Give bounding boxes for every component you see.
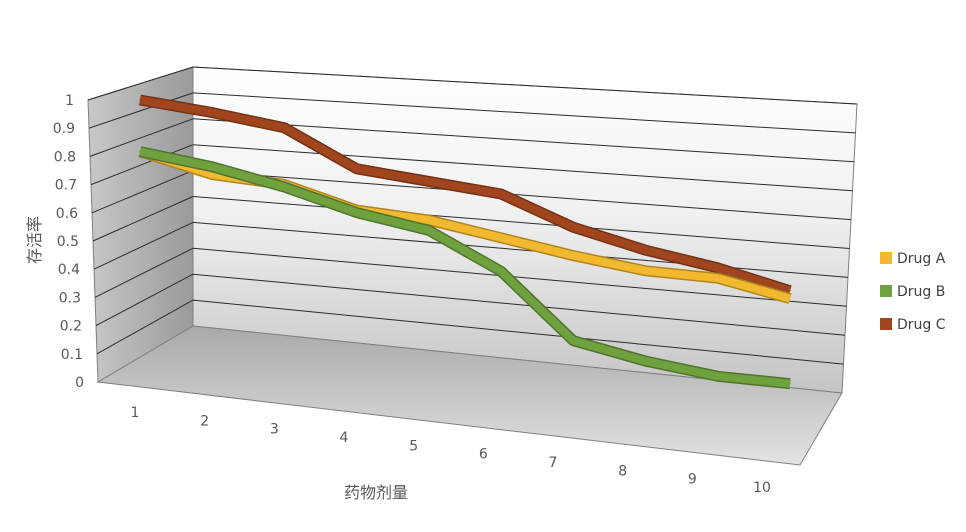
legend-item: Drug A <box>880 251 946 267</box>
series-line <box>139 147 791 388</box>
y-tick-label: 0.4 <box>58 262 80 278</box>
series-drug-b <box>138 146 791 390</box>
y-tick-label: 0.1 <box>61 347 83 363</box>
gridline <box>192 118 855 163</box>
side-gridline <box>96 299 194 355</box>
y-tick-label: 0.2 <box>60 319 82 335</box>
data-point <box>283 186 285 188</box>
gridline <box>192 144 853 192</box>
gridline <box>192 221 849 278</box>
side-gridline <box>88 92 194 129</box>
side-gridline <box>93 221 194 270</box>
side-gridline <box>92 196 194 242</box>
side-gridline <box>91 170 194 214</box>
gridline <box>192 273 846 336</box>
chart-walls <box>87 66 858 466</box>
x-tick-label: 6 <box>479 447 488 463</box>
gridline <box>192 92 856 134</box>
gridlines <box>87 66 858 365</box>
data-point <box>717 277 719 279</box>
gridline <box>192 196 850 249</box>
gridline <box>192 170 852 221</box>
data-point <box>645 249 647 251</box>
x-tick-label: 5 <box>409 438 418 454</box>
x-axis-title: 药物剂量 <box>344 483 408 502</box>
legend-item: Drug C <box>880 317 946 333</box>
legend-swatch <box>880 318 892 330</box>
side-gridline <box>90 144 194 186</box>
legend-label: Drug A <box>897 251 946 267</box>
y-tick-label: 0.5 <box>57 234 79 250</box>
y-tick-label: 0.7 <box>55 178 77 194</box>
side-gridline <box>95 273 194 327</box>
chart-floor <box>96 325 843 466</box>
y-axis-ticks: 0 0.1 0.2 0.3 0.4 0.5 0.6 0.7 0.8 0.9 1 <box>53 93 84 391</box>
x-tick-label: 1 <box>131 405 140 421</box>
data-point <box>500 270 502 272</box>
legend-label: Drug C <box>897 317 946 333</box>
y-tick-label: 0.9 <box>53 121 75 137</box>
data-point <box>211 173 213 176</box>
series-line <box>139 96 792 295</box>
data-point <box>789 298 791 300</box>
x-tick-label: 8 <box>618 463 627 479</box>
data-point <box>572 226 574 228</box>
data-point <box>645 360 647 362</box>
data-point <box>717 267 719 269</box>
x-tick-label: 2 <box>200 413 209 429</box>
x-tick-label: 9 <box>688 472 697 488</box>
data-point <box>356 168 358 170</box>
side-gridline <box>87 66 194 101</box>
y-tick-label: 0.3 <box>59 290 81 306</box>
data-point <box>283 127 285 129</box>
data-point <box>356 212 358 214</box>
data-point <box>139 99 141 101</box>
data-point <box>428 229 430 231</box>
side-gridline <box>89 118 194 157</box>
gridline <box>192 247 847 307</box>
legend-label: Drug B <box>897 284 945 300</box>
data-point <box>428 180 430 182</box>
data-point <box>572 255 574 257</box>
x-tick-label: 7 <box>549 455 558 471</box>
y-axis-title: 存活率 <box>25 216 44 264</box>
data-point <box>572 340 574 342</box>
y-tick-label: 0.8 <box>54 149 76 165</box>
gridline <box>192 299 844 365</box>
legend-swatch <box>880 252 892 264</box>
data-point <box>717 375 719 377</box>
x-tick-label: 3 <box>270 422 279 438</box>
data-point <box>500 237 502 239</box>
legend: Drug A Drug B Drug C <box>880 251 946 333</box>
x-axis-ticks: 1 2 3 4 5 6 7 8 9 10 <box>131 405 771 496</box>
data-point <box>139 151 141 153</box>
x-tick-label: 4 <box>340 430 349 446</box>
legend-swatch <box>880 285 892 297</box>
side-gridline <box>94 247 194 298</box>
data-point <box>428 219 430 221</box>
data-point <box>645 270 647 272</box>
series-layer <box>138 94 792 390</box>
gridline <box>192 66 858 105</box>
x-tick-label: 10 <box>753 480 771 496</box>
y-tick-label: 1 <box>65 93 74 109</box>
series-drug-c <box>139 94 792 297</box>
data-point <box>500 193 502 195</box>
data-point <box>211 166 213 168</box>
data-point <box>789 290 791 292</box>
y-tick-label: 0 <box>75 375 84 391</box>
y-tick-label: 0.6 <box>56 206 78 222</box>
data-point <box>789 383 791 385</box>
legend-item: Drug B <box>880 284 945 300</box>
data-point <box>211 112 213 114</box>
